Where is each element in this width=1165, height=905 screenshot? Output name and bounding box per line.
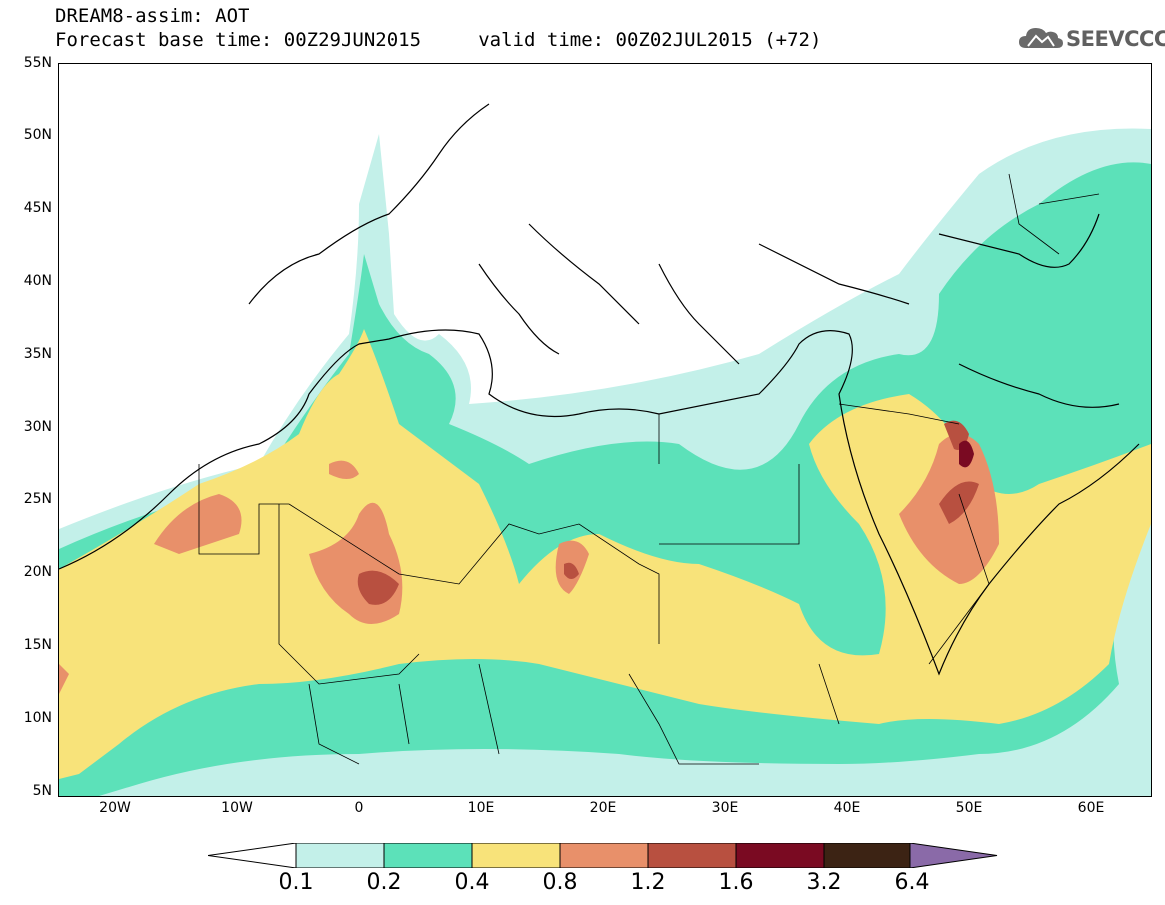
lat-label-5n: 5N xyxy=(32,783,52,799)
colorbar-seg-5 xyxy=(647,843,737,868)
colorbar-label-1.6: 1.6 xyxy=(718,870,754,895)
aot-band-1.6 xyxy=(959,440,974,468)
lat-label-15n: 15N xyxy=(23,637,52,653)
lat-label-25n: 25N xyxy=(23,491,52,507)
colorbar-high-arrow xyxy=(909,843,998,868)
lon-label-60e: 60E xyxy=(1077,800,1105,816)
lon-label-20e: 20E xyxy=(589,800,617,816)
lat-label-35n: 35N xyxy=(23,346,52,362)
lon-label-10w: 10W xyxy=(221,800,253,816)
colorbar-seg-7 xyxy=(823,843,911,868)
colorbar-label-0.8: 0.8 xyxy=(542,870,578,895)
aot-band-0.4 xyxy=(59,329,1151,779)
logo-text: SEEVCCC xyxy=(1066,27,1165,51)
colorbar-label-0.1: 0.1 xyxy=(278,870,314,895)
lon-label-30e: 30E xyxy=(711,800,739,816)
colorbar-seg-6 xyxy=(735,843,825,868)
forecast-time-line: Forecast base time: 00Z29JUN2015 valid t… xyxy=(55,29,822,51)
colorbar-label-3.2: 3.2 xyxy=(806,870,842,895)
colorbar-seg-1 xyxy=(295,843,385,868)
aot-field xyxy=(59,103,1151,796)
lat-label-20n: 20N xyxy=(23,564,52,580)
colorbar-label-0.4: 0.4 xyxy=(454,870,490,895)
colorbar-seg-4 xyxy=(559,843,649,868)
lon-label-20w: 20W xyxy=(99,800,131,816)
lon-label-10e: 10E xyxy=(467,800,495,816)
lat-label-50n: 50N xyxy=(23,127,52,143)
colorbar-seg-2 xyxy=(383,843,473,868)
aot-map xyxy=(58,63,1152,797)
colorbar-label-6.4: 6.4 xyxy=(894,870,930,895)
colorbar-label-1.2: 1.2 xyxy=(630,870,666,895)
lat-label-45n: 45N xyxy=(23,200,52,216)
lat-label-40n: 40N xyxy=(23,273,52,289)
country-borders xyxy=(198,173,1100,765)
colorbar-label-0.2: 0.2 xyxy=(366,870,402,895)
cloud-icon xyxy=(1019,28,1063,48)
lat-label-55n: 55N xyxy=(23,55,52,71)
lat-label-10n: 10N xyxy=(23,710,52,726)
lon-label-0: 0 xyxy=(354,800,364,816)
colorbar xyxy=(208,843,998,868)
colorbar-seg-3 xyxy=(471,843,561,868)
map-title: DREAM8-assim: AOT xyxy=(55,5,250,27)
lon-label-50e: 50E xyxy=(955,800,983,816)
colorbar-low-arrow xyxy=(208,843,297,868)
seevccc-logo: SEEVCCC xyxy=(1018,24,1165,54)
coastlines xyxy=(59,103,1140,676)
lat-label-30n: 30N xyxy=(23,419,52,435)
lon-label-40e: 40E xyxy=(833,800,861,816)
